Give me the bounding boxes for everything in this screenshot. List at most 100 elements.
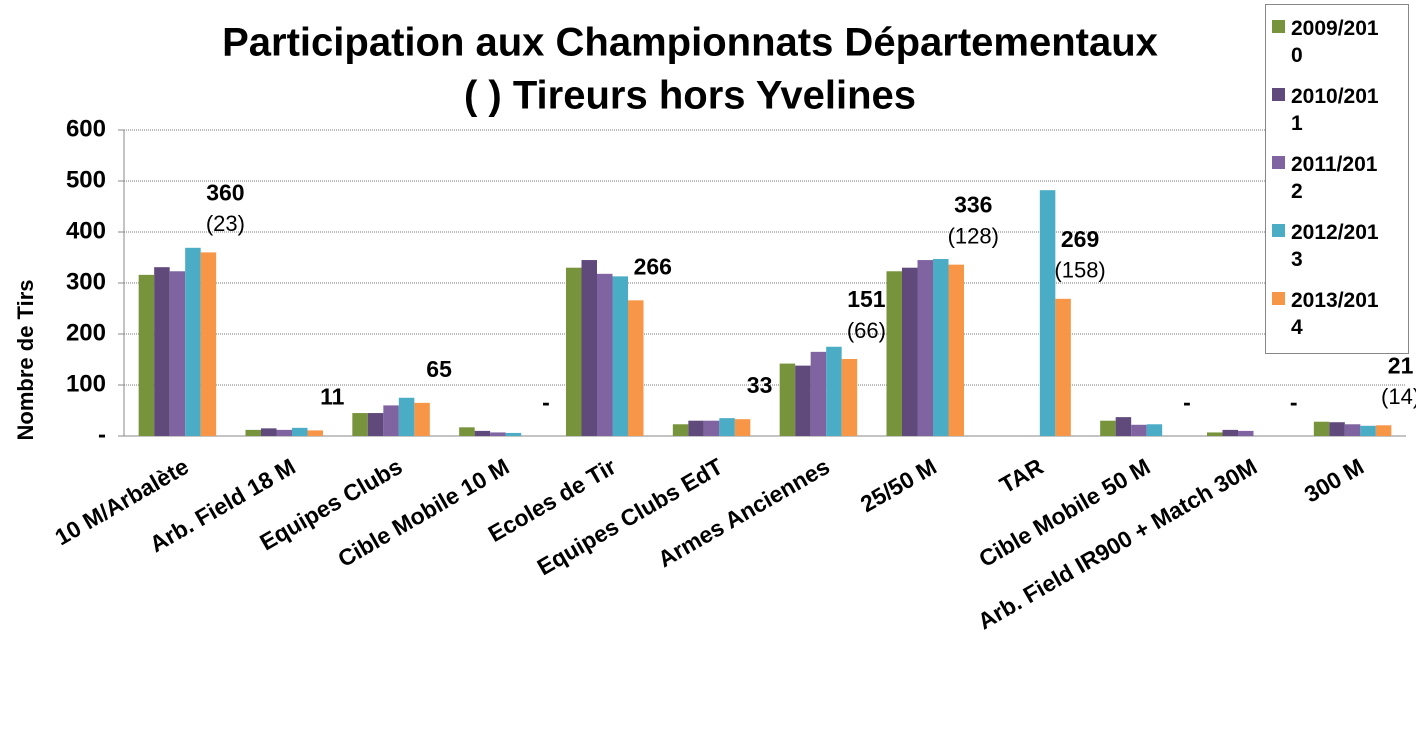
bar [719, 418, 735, 436]
legend-label: 2012/2013 [1291, 221, 1379, 271]
bar [1207, 432, 1223, 436]
legend-label: 2013/2014 [1291, 289, 1379, 339]
bar [826, 346, 842, 436]
bar [200, 252, 217, 436]
y-axis-label: Nombre de Tirs [13, 280, 38, 441]
bar [612, 276, 628, 436]
bar [185, 247, 201, 436]
bar [154, 267, 170, 436]
bar [1100, 420, 1116, 436]
bar [1146, 424, 1163, 436]
y-tick-label: 600 [66, 115, 106, 142]
data-label: 11 [320, 383, 345, 409]
data-label: 21 [1388, 352, 1414, 378]
bar [1360, 425, 1376, 436]
bar [795, 365, 811, 436]
bar [261, 428, 277, 436]
legend: 2009/2010 2010/2011 2011/2012 2012/2013 2013… [1265, 4, 1409, 354]
bar [688, 420, 704, 436]
x-tick-label: 25/50 M [856, 453, 941, 517]
bar [566, 267, 582, 436]
bar [734, 419, 751, 436]
bar [703, 420, 720, 436]
data-label: - [1290, 389, 1298, 415]
data-label: 269 [1061, 226, 1099, 252]
hors-yvelines-label: (158) [1054, 258, 1105, 283]
bar [414, 402, 430, 436]
bar [917, 260, 933, 436]
bar [1222, 429, 1238, 436]
bar [505, 432, 522, 436]
legend-swatch [1272, 224, 1285, 237]
bar [886, 271, 902, 436]
bar [490, 432, 506, 436]
x-tick-label: Armes Anciennes [653, 453, 834, 572]
y-tick-label: 400 [66, 217, 106, 244]
bar [307, 430, 323, 436]
bar [1329, 422, 1345, 436]
legend-item: 2012/2013 [1272, 219, 1402, 273]
legend-swatch [1272, 88, 1285, 101]
legend-label: 2010/2011 [1291, 85, 1379, 135]
x-tick-label: Cible Mobile 50 M [974, 453, 1154, 572]
legend-swatch [1272, 156, 1285, 169]
hors-yvelines-label: (66) [847, 318, 886, 343]
bar [383, 405, 399, 436]
data-label: - [1183, 389, 1191, 415]
data-label: 336 [954, 192, 992, 218]
bar [628, 300, 644, 436]
bar [1131, 424, 1147, 436]
data-label: 151 [847, 286, 886, 312]
bar [1055, 298, 1071, 436]
bar [367, 413, 384, 436]
bar [902, 267, 918, 436]
bar [138, 274, 155, 436]
bar [474, 430, 491, 436]
y-tick-label: 200 [66, 319, 106, 346]
bar [948, 264, 964, 436]
legend-item: 2013/2014 [1272, 287, 1402, 341]
legend-item: 2011/2012 [1272, 151, 1402, 205]
chart-title: Participation aux Championnats Départeme… [222, 21, 1158, 65]
legend-label: 2009/2010 [1291, 17, 1379, 67]
bar [1039, 190, 1056, 436]
bar [1313, 421, 1330, 436]
hors-yvelines-label: (14) [1381, 384, 1416, 409]
y-tick-label: - [98, 421, 106, 448]
bar [169, 271, 186, 436]
legend-label: 2011/2012 [1291, 153, 1378, 203]
bar [933, 259, 949, 436]
bar [276, 429, 292, 436]
legend-swatch [1272, 292, 1285, 305]
chart-subtitle: ( ) Tireurs hors Yvelines [464, 74, 916, 118]
bar [581, 260, 597, 436]
x-tick-label: TAR [995, 453, 1048, 498]
y-tick-label: 300 [66, 268, 106, 295]
bar [810, 351, 827, 436]
data-label: 266 [634, 253, 672, 279]
bar [597, 273, 613, 436]
bar [292, 427, 308, 436]
bar [398, 397, 415, 436]
legend-item: 2009/2010 [1272, 15, 1402, 69]
legend-swatch [1272, 20, 1285, 33]
x-tick-label: 300 M [1300, 453, 1368, 507]
bar [779, 363, 796, 436]
bar [352, 413, 368, 436]
bar [1238, 430, 1254, 436]
y-tick-label: 500 [66, 166, 106, 193]
data-label: 33 [747, 372, 773, 398]
bar [841, 358, 858, 436]
bar [459, 427, 475, 436]
bar [245, 429, 261, 436]
bar [672, 424, 689, 436]
hors-yvelines-label: (128) [948, 223, 999, 248]
x-tick-label: Equipes Clubs EdT [533, 453, 728, 580]
hors-yvelines-label: (23) [206, 211, 245, 236]
x-tick-label: Cible Mobile 10 M [333, 453, 513, 572]
data-label: 65 [426, 356, 452, 382]
bar [1344, 424, 1361, 436]
bar [1375, 425, 1392, 436]
